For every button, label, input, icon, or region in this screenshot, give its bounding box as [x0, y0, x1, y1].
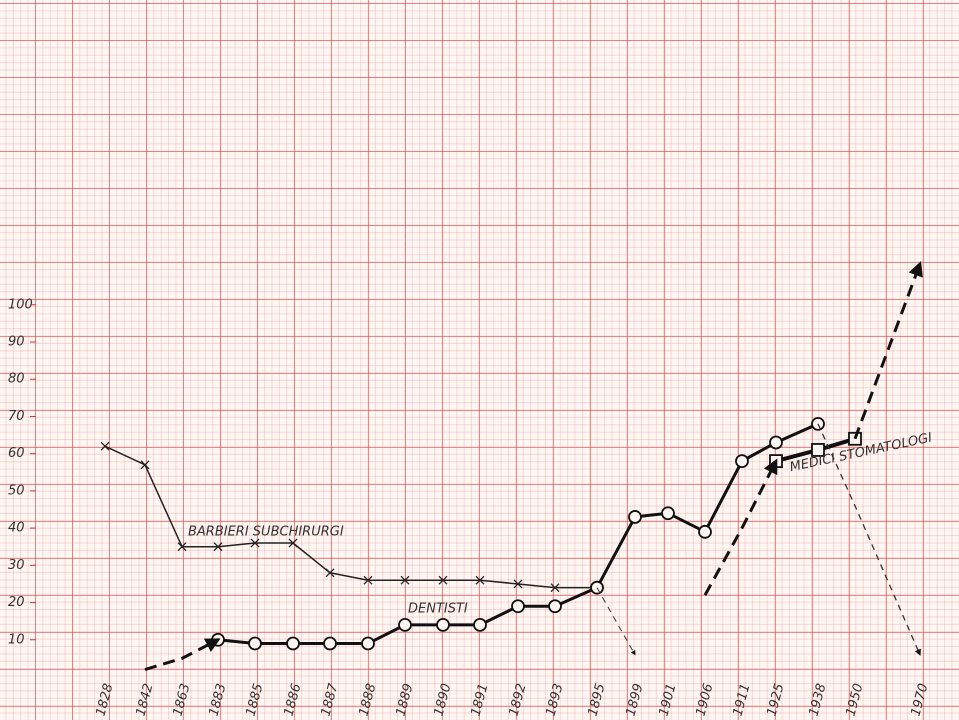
series-line	[597, 588, 635, 655]
x-tick-label: 1888	[356, 682, 379, 718]
y-tick-label: 80	[8, 372, 25, 387]
x-tick-label: 1886	[281, 682, 304, 718]
y-tick-label: 90	[8, 335, 25, 350]
x-tick-label: 1863	[170, 682, 193, 718]
point-marker	[770, 437, 782, 449]
x-tick-label: 1891	[468, 682, 491, 718]
y-tick-label: 10	[8, 632, 25, 647]
point-marker	[770, 455, 782, 467]
point-marker	[699, 526, 711, 538]
y-tick-label: 60	[8, 446, 25, 461]
x-tick-label: 1938	[806, 682, 829, 718]
point-marker	[629, 511, 641, 523]
point-marker	[662, 507, 674, 519]
point-marker	[101, 442, 109, 450]
y-tick-label: 30	[8, 558, 25, 573]
x-tick-label: 1892	[506, 682, 529, 718]
series-label: DENTISTI	[408, 602, 468, 617]
point-marker	[249, 638, 261, 650]
x-tick-label: 1895	[585, 682, 608, 718]
chart: 10 20 30 40 50 60 70 80 90 100 1828 1842 1863 1883 188…	[0, 0, 959, 720]
x-tick-label: 1906	[693, 682, 716, 718]
series-line	[705, 461, 776, 595]
x-tick-label: 1889	[393, 682, 416, 718]
graph-paper: 10 20 30 40 50 60 70 80 90 100 1828 1842 1863 1883 188…	[0, 0, 959, 720]
y-tick-label: 50	[8, 483, 25, 498]
x-tick-label: 1950	[843, 682, 866, 718]
point-marker	[399, 619, 411, 631]
series-line	[105, 446, 597, 587]
x-tick-label: 1890	[431, 682, 454, 718]
x-tick-label: 1893	[543, 682, 566, 718]
x-tick-label: 1842	[133, 682, 156, 718]
y-tick-label: 100	[8, 297, 33, 312]
point-marker	[474, 619, 486, 631]
x-tick-label: 1970	[908, 682, 931, 718]
point-marker	[141, 461, 149, 469]
x-tick-label: 1925	[764, 682, 787, 718]
x-tick-label: 1883	[206, 682, 229, 718]
x-tick-label: 1828	[93, 682, 116, 718]
x-tick-label: 1887	[318, 681, 341, 718]
series-label: BARBIERI SUBCHIRURGI	[188, 525, 344, 540]
y-tick-label: 40	[8, 521, 25, 536]
point-marker	[549, 600, 561, 612]
point-marker	[437, 619, 449, 631]
series-line	[855, 264, 920, 439]
y-tick-label: 20	[8, 595, 25, 610]
point-marker	[736, 455, 748, 467]
x-tick-label: 1901	[656, 682, 679, 718]
y-tick-label: 70	[8, 409, 25, 424]
point-marker	[324, 638, 336, 650]
point-marker	[362, 638, 374, 650]
x-tick-label: 1911	[730, 682, 753, 718]
x-tick-label: 1899	[623, 682, 646, 718]
x-tick-label: 1885	[243, 682, 266, 718]
series-line	[145, 640, 218, 670]
point-marker	[512, 600, 524, 612]
point-marker	[287, 638, 299, 650]
